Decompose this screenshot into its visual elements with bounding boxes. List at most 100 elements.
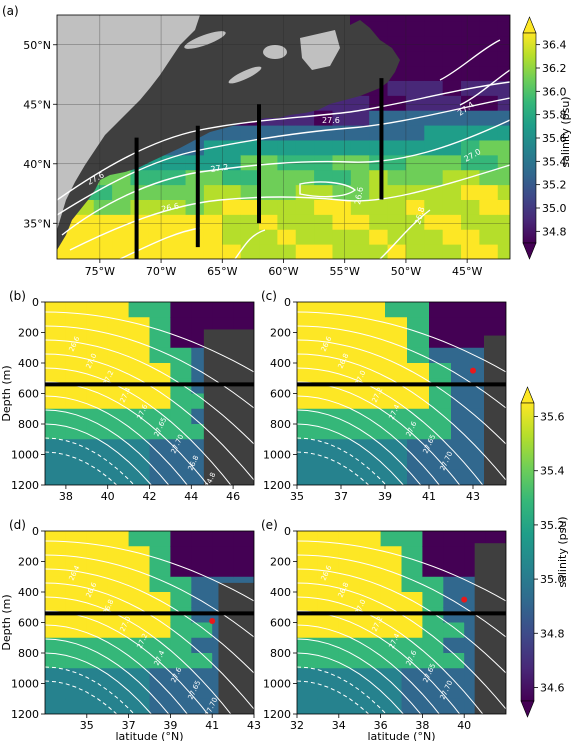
salinity-cell — [407, 332, 430, 349]
salinity-cell — [112, 214, 131, 230]
salinity-cell — [442, 244, 462, 259]
salinity-cell — [128, 576, 151, 593]
salinity-cell — [297, 347, 320, 364]
salinity-cell — [65, 531, 88, 547]
salinity-cell — [424, 244, 444, 259]
salinity-cell — [363, 302, 386, 318]
salinity-cell — [93, 244, 113, 259]
salinity-cell — [350, 229, 370, 245]
salinity-cell — [149, 302, 171, 318]
salinity-cell — [451, 393, 474, 410]
salinity-cell — [341, 317, 364, 334]
salinity-cell — [359, 668, 382, 685]
salinity-cell — [295, 169, 315, 186]
salinity-cell — [479, 35, 499, 52]
salinity-cell — [128, 393, 151, 410]
salinity-cell — [65, 317, 88, 334]
salinity-cell — [442, 199, 462, 215]
x-tick-label: 41 — [422, 490, 436, 503]
salinity-cell — [363, 332, 386, 349]
salinity-cell — [295, 229, 315, 245]
salinity-cell — [86, 332, 109, 349]
salinity-cell — [341, 363, 364, 379]
salinity-cell — [497, 199, 510, 215]
salinity-cell — [240, 244, 260, 259]
salinity-cell — [407, 363, 430, 379]
salinity-cell — [479, 65, 499, 81]
salinity-cell — [297, 439, 320, 456]
salinity-cell — [240, 184, 260, 200]
colorbar-map-tick-label: 35.0 — [542, 202, 567, 215]
salinity-cell — [422, 576, 444, 593]
salinity-cell — [86, 592, 109, 608]
contour-label-a-6: 26.6 — [161, 201, 180, 214]
y-tick-label: 0 — [284, 525, 291, 538]
salinity-cell — [363, 317, 386, 334]
salinity-cell — [128, 531, 151, 547]
density-contour — [297, 451, 370, 485]
salinity-cell — [387, 20, 407, 37]
salinity-cell — [149, 576, 171, 593]
salinity-cell — [405, 199, 425, 215]
salinity-cell — [442, 110, 462, 126]
x-tick-label: 37 — [122, 719, 136, 732]
salinity-cell — [369, 214, 389, 230]
salinity-cell — [233, 546, 254, 563]
salinity-cell — [149, 393, 171, 410]
salinity-cell — [497, 244, 510, 259]
salinity-cell — [385, 439, 408, 456]
salinity-cell — [191, 317, 213, 334]
salinity-cell — [479, 154, 499, 171]
salinity-cell — [45, 531, 67, 547]
salinity-cell — [319, 469, 342, 485]
y-tick-label: 800 — [270, 647, 291, 660]
salinity-cell — [149, 637, 171, 654]
salinity-cell — [387, 244, 407, 259]
salinity-cell — [107, 424, 130, 440]
salinity-cell — [185, 244, 205, 259]
panel-a-map: (a) — [2, 4, 511, 278]
salinity-cell — [297, 698, 319, 714]
salinity-cell — [387, 214, 407, 230]
salinity-cell — [405, 15, 425, 22]
density-contours — [45, 540, 254, 714]
salinity-cell — [332, 199, 352, 215]
y-axis-label: Depth (m) — [0, 365, 13, 421]
salinity-cell — [65, 561, 88, 578]
y-tick-label: 0 — [284, 296, 291, 309]
salinity-cell — [380, 653, 403, 669]
salinity-cell — [75, 214, 95, 230]
x-tick-label: 35 — [80, 719, 94, 732]
density-contour — [297, 652, 404, 714]
salinity-cell — [149, 424, 171, 440]
salinity-cell — [128, 653, 151, 669]
salinity-cell — [451, 317, 474, 334]
salinity-cell — [461, 214, 480, 230]
salinity-cell — [424, 214, 444, 230]
x-tick-label: 39 — [163, 719, 177, 732]
salinity-cell — [65, 302, 88, 318]
salinity-cell — [128, 469, 151, 485]
salinity-cell — [75, 244, 95, 259]
colorbar-sections-tick-label: 35.6 — [540, 411, 565, 424]
salinity-cell — [341, 424, 364, 440]
salinity-cell — [240, 154, 260, 171]
salinity-cell — [297, 317, 320, 334]
salinity-cell — [422, 561, 444, 578]
salinity-cell — [442, 154, 462, 171]
salinity-cell — [107, 546, 130, 563]
panel-label: (e) — [261, 518, 278, 532]
salinity-cell — [385, 408, 408, 425]
salinity-cell — [387, 125, 407, 141]
salinity-cell — [86, 668, 109, 685]
salinity-cell — [401, 546, 423, 563]
salinity-cell — [212, 546, 234, 563]
salinity-cell — [461, 229, 480, 245]
salinity-cell — [461, 244, 480, 259]
salinity-cell — [65, 347, 88, 364]
salinity-cell — [191, 668, 213, 685]
salinity-cell — [387, 199, 407, 215]
salinity-cell — [451, 408, 474, 425]
